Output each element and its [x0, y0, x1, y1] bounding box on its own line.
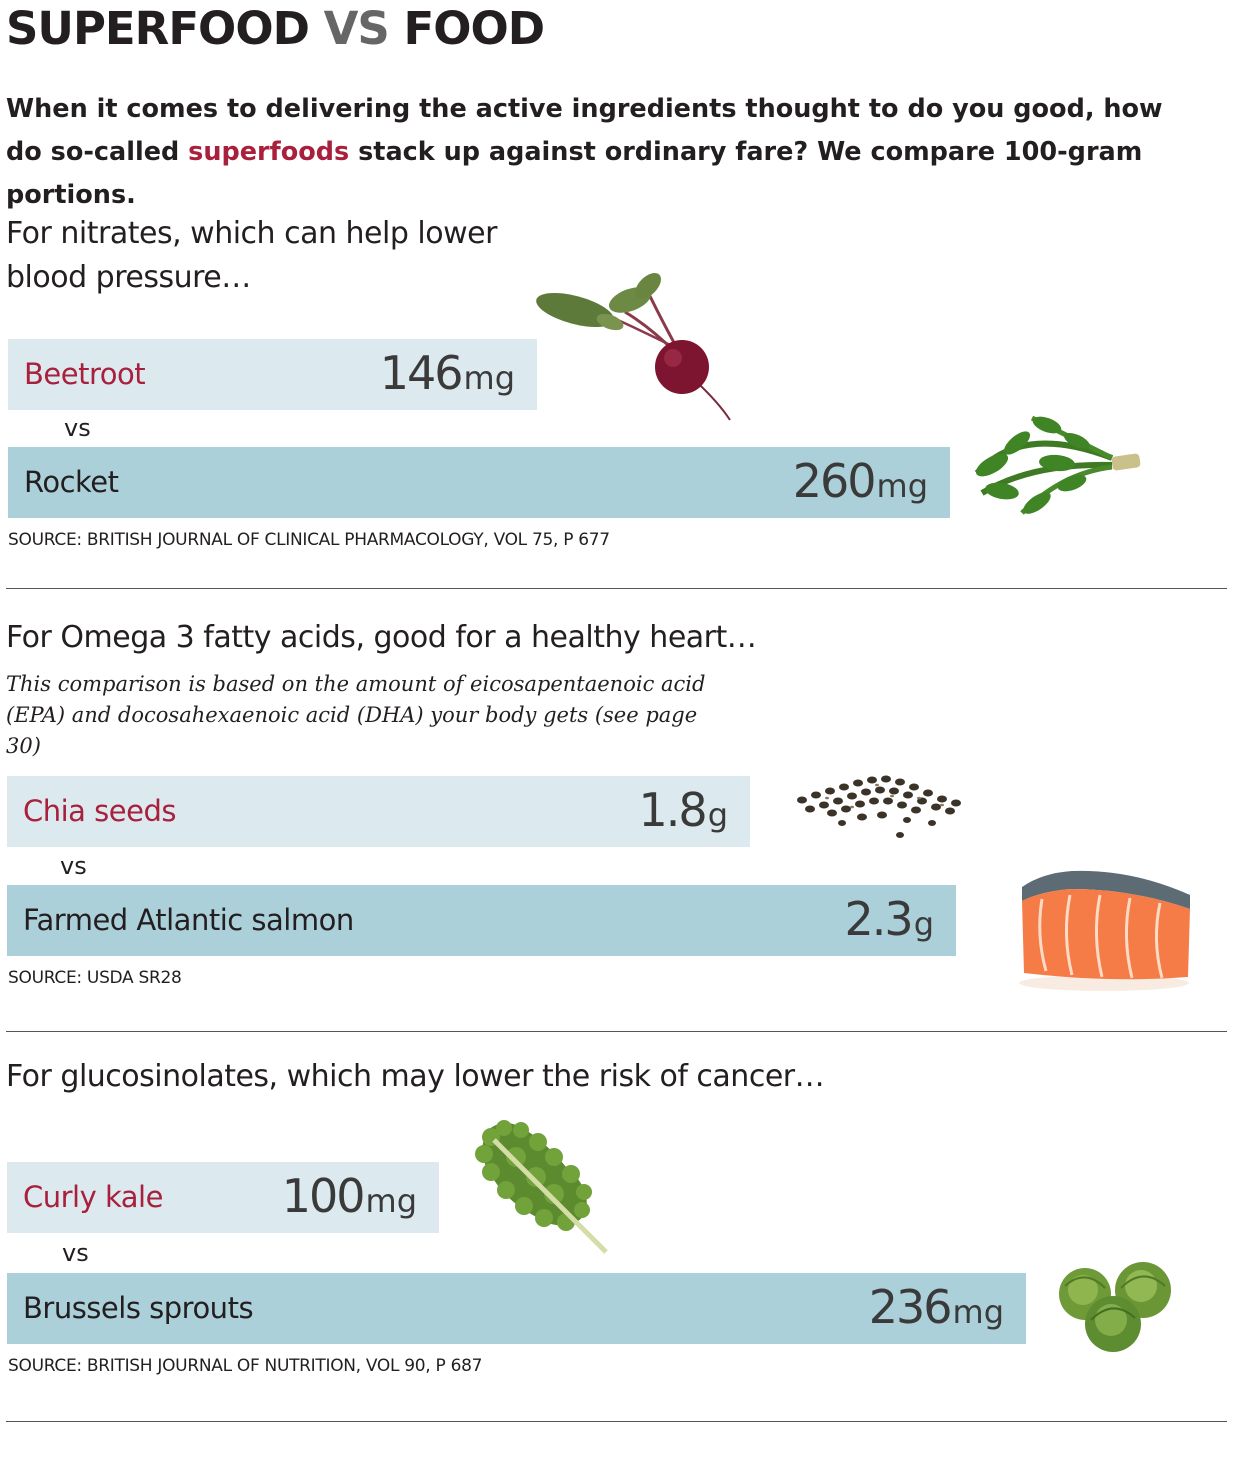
chia-seeds-icon — [797, 775, 961, 838]
value-unit: g — [707, 796, 728, 834]
value-unit: mg — [463, 359, 515, 397]
bar-food: Rocket 260mg — [8, 447, 950, 518]
bar-value: 260mg — [793, 454, 928, 508]
value-number: 1.8 — [638, 783, 708, 837]
value-unit: mg — [365, 1182, 417, 1220]
title-part-superfood: SUPERFOOD — [6, 2, 310, 55]
value-number: 236 — [868, 1280, 953, 1334]
chart-heading: For Omega 3 fatty acids, good for a heal… — [6, 620, 757, 655]
section-divider — [6, 1421, 1227, 1422]
source-note: SOURCE: BRITISH JOURNAL OF NUTRITION, VO… — [8, 1356, 483, 1376]
value-unit: g — [913, 905, 934, 943]
bar-value: 2.3g — [845, 892, 934, 946]
intro-highlight: superfoods — [188, 137, 350, 167]
value-number: 146 — [379, 346, 464, 400]
bar-superfood: Chia seeds 1.8g — [7, 776, 750, 847]
page-title: SUPERFOOD VS FOOD — [6, 2, 546, 55]
title-part-vs: VS — [323, 2, 390, 55]
value-number: 2.3 — [844, 892, 914, 946]
vs-label: vs — [60, 852, 87, 880]
chart-note: This comparison is based on the amount o… — [6, 672, 706, 758]
bar-value: 146mg — [380, 346, 515, 400]
intro-text: When it comes to delivering the active i… — [6, 88, 1206, 217]
source-note: SOURCE: BRITISH JOURNAL OF CLINICAL PHAR… — [8, 530, 610, 550]
bar-superfood: Beetroot 146mg — [8, 339, 537, 410]
vs-label: vs — [64, 414, 91, 442]
vs-label: vs — [62, 1239, 89, 1267]
rocket-icon — [974, 415, 1141, 515]
intro-after: stack up against ordinary fare? We compa… — [6, 137, 1143, 210]
bar-food: Farmed Atlantic salmon 2.3g — [7, 885, 956, 956]
brussels-sprouts-icon — [1059, 1262, 1171, 1352]
source-note: SOURCE: USDA SR28 — [8, 968, 182, 988]
title-part-food: FOOD — [403, 2, 546, 55]
salmon-icon — [1019, 870, 1190, 991]
section-divider — [6, 1031, 1227, 1032]
value-unit: mg — [952, 1293, 1004, 1331]
bar-label: Rocket — [24, 465, 119, 499]
bar-label: Farmed Atlantic salmon — [23, 903, 354, 937]
bar-label: Chia seeds — [23, 794, 177, 828]
kale-icon — [475, 1120, 608, 1254]
bar-value: 236mg — [869, 1280, 1004, 1334]
bar-superfood: Curly kale 100mg — [7, 1162, 439, 1233]
chart-heading: For glucosinolates, which may lower the … — [6, 1059, 825, 1094]
bar-label: Beetroot — [24, 357, 146, 391]
value-unit: mg — [876, 467, 928, 505]
value-number: 100 — [281, 1169, 366, 1223]
beetroot-icon — [536, 273, 731, 421]
section-divider — [6, 588, 1227, 589]
chart-heading: For nitrates, which can help lower blood… — [6, 216, 497, 295]
intro-before: When it comes to delivering the active i… — [6, 94, 1163, 167]
bar-food: Brussels sprouts 236mg — [7, 1273, 1026, 1344]
bar-label: Curly kale — [23, 1180, 163, 1214]
value-number: 260 — [792, 454, 877, 508]
bar-label: Brussels sprouts — [23, 1291, 254, 1325]
bar-value: 1.8g — [639, 783, 728, 837]
bar-value: 100mg — [282, 1169, 417, 1223]
